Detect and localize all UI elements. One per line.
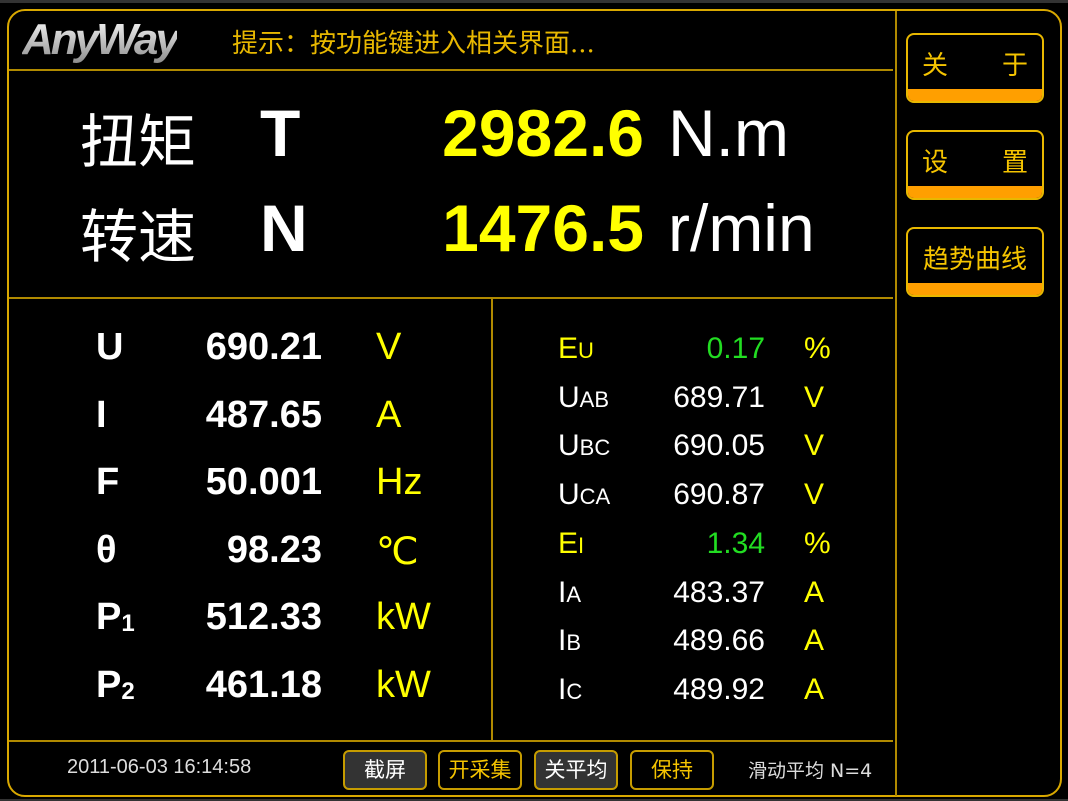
row-unit: A (804, 624, 825, 658)
row-value: 98.23 (226, 528, 322, 571)
row-value: 690.21 (205, 326, 322, 368)
reading-symbol: T (260, 96, 301, 170)
button-bar (908, 89, 1042, 101)
row-symbol: F (96, 461, 120, 503)
row-symbol: UCA (558, 478, 611, 512)
row-symbol: IA (558, 575, 582, 609)
row-unit: % (804, 526, 831, 560)
about-button[interactable]: 关于 (906, 33, 1044, 103)
row-unit: A (804, 672, 825, 706)
reading-symbol: N (260, 191, 308, 265)
row-value: 0.17 (706, 332, 765, 365)
row-symbol: UBC (558, 429, 611, 463)
row-symbol: EU (558, 332, 594, 365)
logo: AnyWay (22, 15, 180, 64)
row-unit: V (376, 326, 402, 368)
row-value: 512.33 (205, 596, 322, 638)
button-bar (908, 283, 1042, 295)
row-value: 1.34 (706, 526, 765, 560)
button-label: 于 (1001, 51, 1028, 81)
row-unit: V (804, 380, 825, 414)
row-unit: V (804, 429, 825, 463)
row-value: 689.71 (673, 380, 765, 414)
button-label: 趋势曲线 (922, 245, 1027, 275)
reading-label: 转速 (80, 203, 197, 271)
settings-button[interactable]: 设置 (906, 130, 1044, 200)
row-unit: V (804, 478, 825, 512)
divider (491, 299, 493, 741)
frame (7, 9, 1062, 797)
divider (9, 740, 893, 742)
row-symbol: UAB (558, 380, 610, 414)
reading-value: 1476.5 (442, 191, 644, 265)
datetime: 2011-06-03 16:14:58 (67, 756, 252, 778)
row-symbol: U (96, 326, 124, 368)
reading-value: 2982.6 (442, 96, 644, 170)
screenshot-button[interactable]: 截屏 (343, 750, 427, 790)
row-value: 489.66 (673, 624, 765, 658)
row-value: 487.65 (205, 393, 322, 436)
main-reading: 扭矩 T 2982.6 N.m (80, 95, 880, 176)
row-value: 483.37 (673, 575, 765, 609)
button-label: 设 (922, 148, 949, 178)
row-symbol: EI (558, 526, 585, 560)
measurement-row: F 50.001 Hz (0, 461, 490, 521)
trend-button[interactable]: 趋势曲线 (906, 227, 1044, 297)
row-value: 690.87 (673, 478, 765, 512)
main-reading: 转速 N 1476.5 r/min (80, 190, 880, 271)
button-label: 关 (922, 51, 949, 81)
row-unit: Hz (376, 461, 423, 503)
start-acquire-button[interactable]: 开采集 (438, 750, 522, 790)
row-symbol: P2 (96, 663, 135, 706)
row-unit: kW (376, 596, 431, 638)
row-symbol: θ (96, 528, 117, 571)
row-unit: % (804, 332, 831, 365)
measurement-row: θ 98.23 ℃ (0, 529, 490, 589)
measurement-row: U 690.21 V (0, 326, 490, 386)
averaging-status: 滑动平均 N=4 (748, 760, 873, 782)
row-value: 461.18 (205, 663, 322, 706)
reading-unit: N.m (668, 96, 789, 170)
row-value: 690.05 (673, 429, 765, 463)
row-symbol: I (96, 393, 107, 436)
row-unit: A (376, 393, 402, 436)
hold-button[interactable]: 保持 (630, 750, 714, 790)
row-unit: A (804, 575, 825, 609)
averaging-off-button[interactable]: 关平均 (534, 750, 618, 790)
measurement-row: P2 461.18 kW (0, 664, 490, 724)
row-unit: kW (376, 663, 431, 706)
hint-text: 提示：按功能键进入相关界面... (232, 29, 595, 59)
button-label: 置 (1001, 148, 1028, 178)
row-value: 50.001 (205, 461, 322, 503)
reading-label: 扭矩 (80, 108, 197, 176)
row-unit: ℃ (376, 530, 419, 573)
measurement-row: I 487.65 A (0, 394, 490, 454)
row-symbol: IC (558, 672, 583, 706)
row-value: 489.92 (673, 672, 765, 706)
divider (895, 11, 897, 796)
measurement-row: P1 512.33 kW (0, 596, 490, 656)
row-symbol: IB (558, 624, 582, 658)
reading-unit: r/min (668, 191, 815, 265)
divider (9, 297, 893, 299)
button-bar (908, 186, 1042, 198)
divider (9, 69, 893, 71)
screen: AnyWay 提示：按功能键进入相关界面... (0, 3, 1068, 799)
row-symbol: P1 (96, 596, 135, 638)
